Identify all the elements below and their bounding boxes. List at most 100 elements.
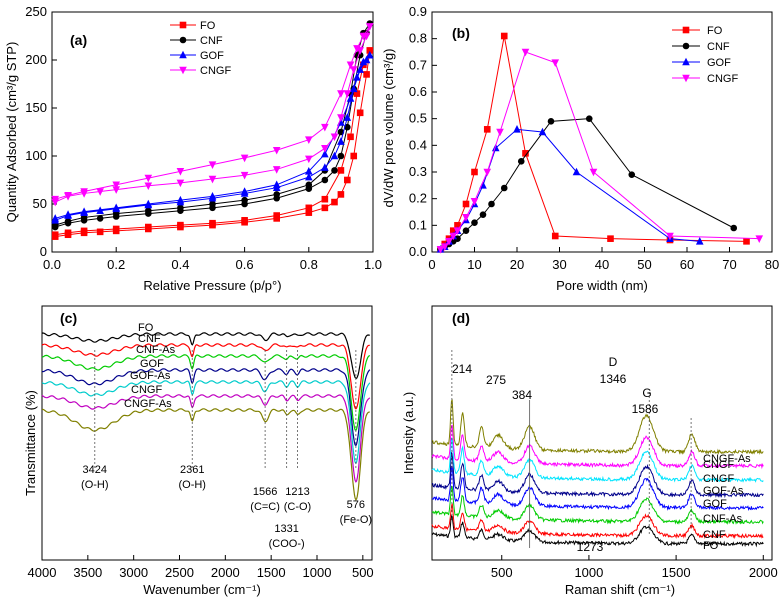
peak-annotation: 1213 (C-O) xyxy=(284,486,312,513)
data-point xyxy=(96,215,104,222)
peak-annotation: 576 (Fe-O) xyxy=(340,499,372,526)
peak-annotation: 2361 (O-H) xyxy=(178,464,206,491)
data-point xyxy=(353,72,361,81)
data-point xyxy=(547,118,555,125)
y-tick-label: 250 xyxy=(25,4,47,19)
y-tick-label: 0.7 xyxy=(409,57,427,72)
data-point xyxy=(144,174,153,183)
data-point xyxy=(144,182,153,191)
series-CNGF: CNGF xyxy=(41,384,371,483)
data-point xyxy=(471,168,478,176)
peak-assignment: (C=C) xyxy=(250,501,280,513)
panel-label: (c) xyxy=(60,310,77,326)
data-point xyxy=(363,71,370,78)
peak-value: 2361 xyxy=(180,464,204,476)
data-point xyxy=(337,114,345,122)
legend: FO CNF GOF CNGF xyxy=(170,20,231,77)
y-tick-label: 0.9 xyxy=(409,4,427,19)
data-point xyxy=(366,47,374,54)
data-point xyxy=(176,195,185,204)
x-tick-label: 70 xyxy=(722,257,736,272)
y-axis-label: Intensity (a.u.) xyxy=(401,392,416,474)
y-tick-label: 200 xyxy=(25,52,47,67)
panel-label: (a) xyxy=(70,32,87,48)
series-label: GOF-As xyxy=(703,485,744,497)
peak-label: 1273 xyxy=(577,540,604,554)
legend-label: GOF xyxy=(200,50,224,62)
data-point xyxy=(208,192,217,200)
peak-label: 1586 xyxy=(632,402,659,416)
peak-value: 1213 xyxy=(285,486,309,498)
series-label: CNGF xyxy=(703,473,734,485)
x-tick-label: 0.2 xyxy=(107,257,125,272)
data-point xyxy=(346,94,355,102)
data-point xyxy=(491,143,500,152)
series-FO: FO xyxy=(431,515,764,552)
x-tick-label: 1500 xyxy=(257,565,286,580)
series-CNGF xyxy=(51,23,374,207)
peak-value: 576 xyxy=(347,499,365,511)
x-tick-label: 50 xyxy=(637,257,651,272)
legend: FO CNF GOF CNGF xyxy=(672,25,738,85)
data-point xyxy=(321,204,329,212)
peak-assignment: (COO-) xyxy=(269,538,305,550)
legend-marker xyxy=(179,50,187,59)
panel-b: 0 10 20 30 40 50 60 70 80 0.0 0.1 0.2 0.3 0.4 0.5 0.6 0.… xyxy=(381,4,779,293)
x-axis-label: Relative Pressure (p/p°) xyxy=(143,278,281,293)
series-CNGF: CNGF xyxy=(431,424,764,471)
series-CNF: CNF xyxy=(41,333,370,410)
data-point xyxy=(347,133,354,141)
data-point xyxy=(321,195,329,203)
data-point xyxy=(112,225,120,233)
data-point xyxy=(488,200,495,208)
series-line xyxy=(431,485,764,525)
data-point xyxy=(521,48,530,57)
legend-marker xyxy=(682,57,690,66)
x-tick-label: 20 xyxy=(510,257,524,272)
panel-a: 0.0 0.2 0.4 0.6 0.8 1.0 0 50 100 150 200 250 Relativ… xyxy=(4,4,382,293)
legend-label: GOF xyxy=(707,57,731,69)
series-label: CNGF xyxy=(703,459,734,471)
x-tick-label: 500 xyxy=(352,565,374,580)
x-tick-label: 1000 xyxy=(574,565,603,580)
series-line xyxy=(431,465,764,512)
x-tick-label: 40 xyxy=(595,257,609,272)
panel-label: (b) xyxy=(452,25,470,41)
x-tick-label: 1000 xyxy=(303,565,332,580)
data-point xyxy=(331,167,338,174)
y-axis-label: Transmittance (%) xyxy=(23,390,38,496)
series-label: GOF xyxy=(703,498,727,510)
series-CNF-As: CNF-As xyxy=(431,485,764,525)
y-tick-label: 0.6 xyxy=(409,84,427,99)
series-CNF: CNF xyxy=(431,503,764,541)
data-point xyxy=(522,150,529,157)
series-line xyxy=(55,50,371,238)
data-point xyxy=(208,175,217,184)
data-point xyxy=(479,211,487,218)
data-point xyxy=(51,214,60,222)
peak-label: 275 xyxy=(486,373,506,387)
data-point xyxy=(51,231,59,239)
legend-label: FO xyxy=(200,20,216,32)
data-point xyxy=(462,200,470,208)
data-point xyxy=(176,168,185,176)
data-point xyxy=(513,125,521,133)
data-point xyxy=(305,181,313,189)
panel-a-frame xyxy=(51,11,374,253)
data-point xyxy=(337,90,345,98)
data-point xyxy=(454,222,461,229)
series-line xyxy=(41,332,370,380)
series-FO: FO xyxy=(41,322,370,380)
peak-label: 214 xyxy=(452,362,472,376)
series-label: FO xyxy=(703,540,719,552)
series-CNGF-As: CNGF-As xyxy=(431,398,764,465)
data-point xyxy=(305,155,313,164)
data-point xyxy=(240,187,249,195)
x-tick-label: 3000 xyxy=(119,565,148,580)
legend-label: CNGF xyxy=(200,65,231,77)
data-point xyxy=(64,192,72,200)
series-line xyxy=(41,354,371,432)
data-point xyxy=(359,32,368,41)
data-point xyxy=(500,184,508,192)
data-point xyxy=(743,238,750,245)
